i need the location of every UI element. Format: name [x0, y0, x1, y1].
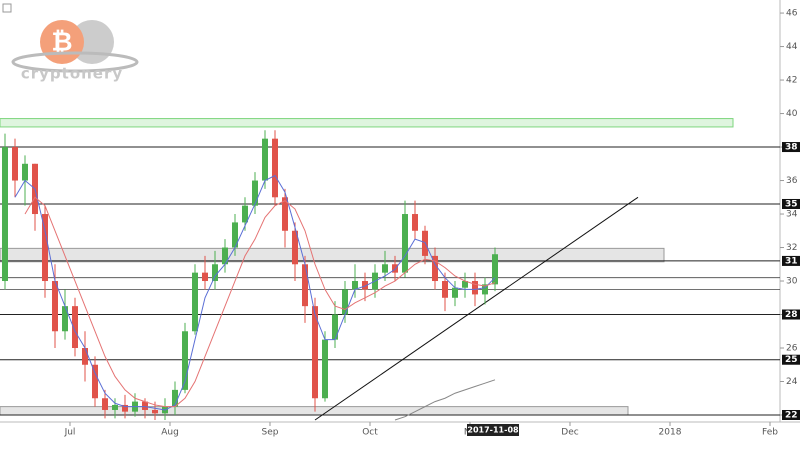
zone	[0, 247, 665, 263]
candle-body	[442, 281, 448, 298]
candle-body	[402, 214, 408, 273]
candle-body	[142, 401, 148, 410]
candle-body	[222, 247, 228, 265]
candle-body	[322, 339, 328, 399]
candle-body	[432, 255, 438, 282]
x-tick-label: 2018	[659, 428, 682, 438]
price-label-box	[782, 409, 800, 420]
logo-symbol: ₿	[51, 28, 72, 58]
candle-body	[452, 287, 458, 298]
y-tick-label: 30	[786, 277, 798, 287]
candle-body	[392, 264, 398, 273]
price-label: 35	[785, 199, 798, 209]
price-label-box	[782, 309, 800, 320]
candle-body	[262, 138, 268, 181]
candle-body	[202, 272, 208, 282]
x-tick-label: Jul	[64, 428, 76, 438]
y-tick-label: 24	[786, 377, 798, 387]
x-tick-label: Aug	[161, 428, 179, 438]
y-tick-label: 36	[786, 176, 798, 186]
candle-body	[152, 409, 158, 414]
candle-body	[92, 364, 98, 399]
candle-body	[312, 306, 318, 399]
candle-body	[72, 306, 78, 349]
moving-average	[14, 174, 496, 411]
logo: ₿ cryptonery	[11, 20, 139, 83]
candle-body	[102, 398, 108, 410]
price-label: 25	[785, 355, 798, 365]
candle-body	[22, 163, 28, 181]
candle-body	[12, 147, 18, 181]
crosshair-date: 2017-11-08	[467, 426, 519, 435]
add-button[interactable]	[2, 3, 12, 13]
candle-body	[352, 281, 358, 290]
zone	[0, 118, 734, 128]
moving-average	[394, 379, 496, 421]
y-tick-label: 44	[786, 42, 798, 52]
candle-body	[252, 180, 258, 206]
y-tick-label: 34	[786, 210, 798, 220]
candle-body	[212, 264, 218, 282]
candle-body	[52, 281, 58, 332]
y-tick-label: 40	[786, 109, 798, 119]
candle-body	[82, 348, 88, 365]
logo-text: cryptonery	[21, 65, 123, 83]
x-tick-label: Oct	[362, 428, 378, 438]
price-label: 22	[785, 410, 798, 420]
candle-body	[192, 272, 198, 332]
candle-body	[282, 197, 288, 231]
x-tick-label: Feb	[762, 428, 778, 438]
moving-average	[24, 196, 496, 408]
price-label: 28	[785, 310, 798, 320]
y-tick-label: 46	[786, 9, 798, 19]
crosshair-date-box	[467, 424, 519, 436]
candle-body	[332, 314, 338, 340]
x-tick-label: Sep	[262, 428, 279, 438]
candle-body	[482, 284, 488, 295]
trendline	[314, 196, 639, 421]
candle-body	[242, 205, 248, 223]
candle-body	[62, 306, 68, 332]
candle-body	[42, 214, 48, 282]
price-label-box	[782, 142, 800, 153]
candle-body	[362, 281, 368, 290]
price-label-box	[782, 255, 800, 266]
candle-body	[172, 389, 178, 407]
candle-body	[292, 230, 298, 265]
price-label: 31	[785, 256, 798, 266]
candle-body	[412, 214, 418, 231]
y-tick-label: 32	[786, 243, 797, 253]
candle-body	[232, 222, 238, 248]
candle-body	[462, 281, 468, 288]
candle-body	[492, 254, 498, 285]
candle-body	[2, 147, 8, 282]
y-tick-label: 42	[786, 76, 797, 86]
price-label-box	[782, 198, 800, 209]
candle-body	[342, 289, 348, 315]
candle-body	[112, 404, 118, 410]
price-label-box	[782, 354, 800, 365]
x-tick-label: Dec	[561, 428, 578, 438]
y-tick-label: 26	[786, 344, 798, 354]
candle-body	[302, 264, 308, 307]
logo-ring	[11, 51, 139, 73]
candle-body	[182, 331, 188, 390]
zone	[0, 406, 629, 416]
candle-body	[472, 281, 478, 295]
price-label: 38	[785, 143, 798, 153]
candle-body	[272, 138, 278, 198]
candle-body	[122, 404, 128, 412]
candle-body	[382, 264, 388, 273]
